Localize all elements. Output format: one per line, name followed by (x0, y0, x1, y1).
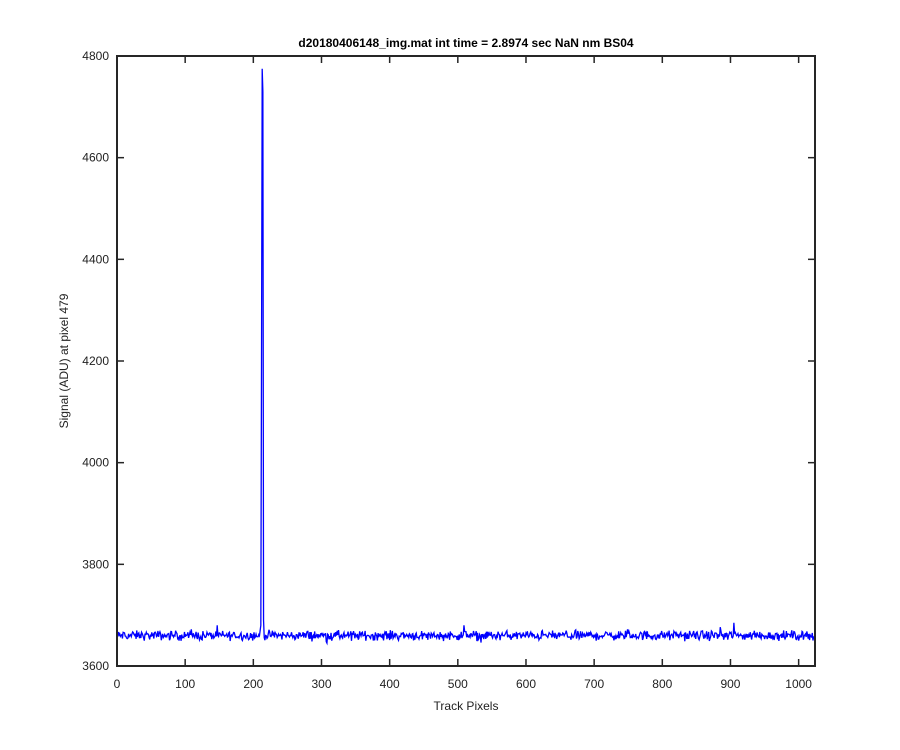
chart-title: d20180406148_img.mat int time = 2.8974 s… (298, 36, 634, 50)
y-axis-label: Signal (ADU) at pixel 479 (57, 293, 71, 428)
y-tick-label: 4000 (82, 456, 109, 470)
y-tick-label: 3600 (82, 659, 109, 673)
x-tick-label: 100 (175, 677, 195, 691)
axes-box (116, 55, 816, 667)
x-tick-label: 0 (114, 677, 121, 691)
x-axis-ticks: 0 100 200 300 400 500 600 700 800 900 1000 (114, 56, 812, 691)
x-tick-label: 700 (584, 677, 604, 691)
x-tick-label: 500 (448, 677, 468, 691)
x-tick-label: 600 (516, 677, 536, 691)
x-tick-label: 300 (311, 677, 331, 691)
x-tick-label: 400 (380, 677, 400, 691)
plot-area (117, 56, 815, 666)
x-axis-label: Track Pixels (434, 699, 499, 713)
x-tick-label: 900 (720, 677, 740, 691)
y-tick-label: 4200 (82, 354, 109, 368)
x-tick-label: 1000 (785, 677, 812, 691)
y-tick-label: 4800 (82, 49, 109, 63)
y-tick-label: 4600 (82, 151, 109, 165)
data-layer (116, 68, 815, 646)
y-tick-label: 4400 (82, 252, 109, 266)
x-tick-label: 200 (243, 677, 263, 691)
x-tick-label: 800 (652, 677, 672, 691)
series-line (116, 68, 815, 646)
plot-background (117, 56, 815, 666)
y-axis-ticks: 3600 3800 4000 4200 4400 4600 4800 (82, 49, 815, 673)
y-tick-label: 3800 (82, 557, 109, 571)
